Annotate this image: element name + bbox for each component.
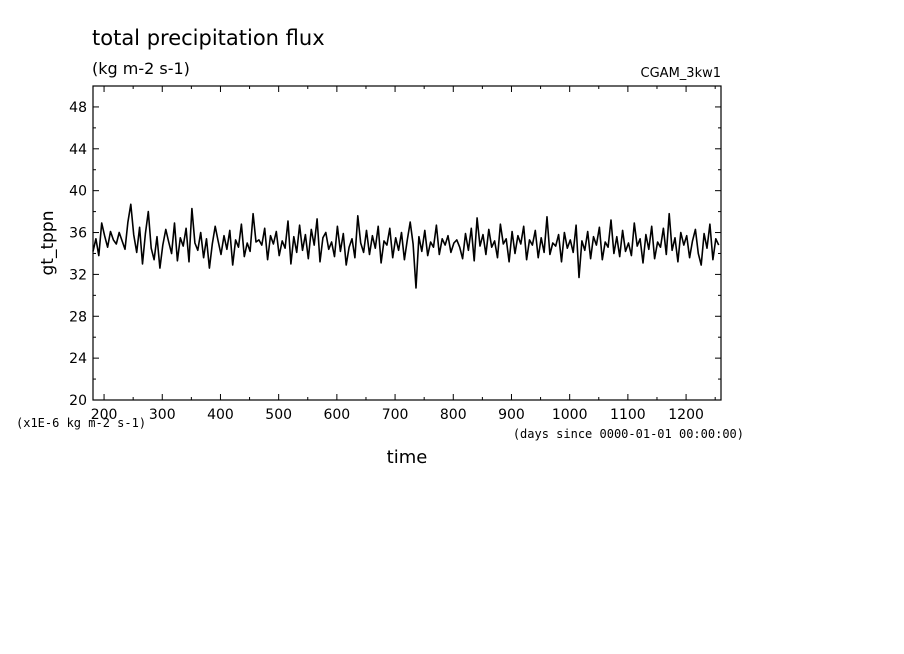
y-tick-label: 48 [69,100,87,116]
x-axis-label: time [387,447,428,468]
y-tick-label: 24 [69,351,87,367]
plot-frame [92,85,722,401]
x-tick-label: 200 [91,407,118,423]
series-line [92,203,720,289]
x-tick-label: 1100 [610,407,646,423]
x-tick-label: 900 [498,407,525,423]
y-tick-label: 36 [69,226,87,242]
axis-ticks [93,85,721,401]
y-tick-label: 20 [69,393,87,409]
x-tick-label: 300 [149,407,176,423]
x-tick-label: 500 [265,407,292,423]
y-units-label: (x1E-6 kg m-2 s-1) [16,416,146,430]
x-tick-labels: 200 300 400 500 600 700 800 900 1000 1100 1200 [91,407,704,423]
x-tick-label: 1200 [668,407,704,423]
y-tick-label: 32 [69,267,87,283]
chart-subtitle: (kg m-2 s-1) [92,59,190,78]
y-tick-label: 28 [69,309,87,325]
y-axis-label: gt_tppn [38,211,58,276]
y-tick-label: 44 [69,142,87,158]
y-tick-labels: 20 24 28 32 36 40 44 48 [69,100,87,409]
x-units-label: (days since 0000-01-01 00:00:00) [513,427,744,441]
chart-title: total precipitation flux [92,26,325,50]
x-tick-label: 700 [382,407,409,423]
x-tick-label: 600 [323,407,350,423]
x-tick-label: 1000 [552,407,588,423]
y-tick-label: 40 [69,184,87,200]
run-label: CGAM_3kw1 [641,66,721,81]
x-tick-label: 400 [207,407,234,423]
x-tick-label: 800 [440,407,467,423]
